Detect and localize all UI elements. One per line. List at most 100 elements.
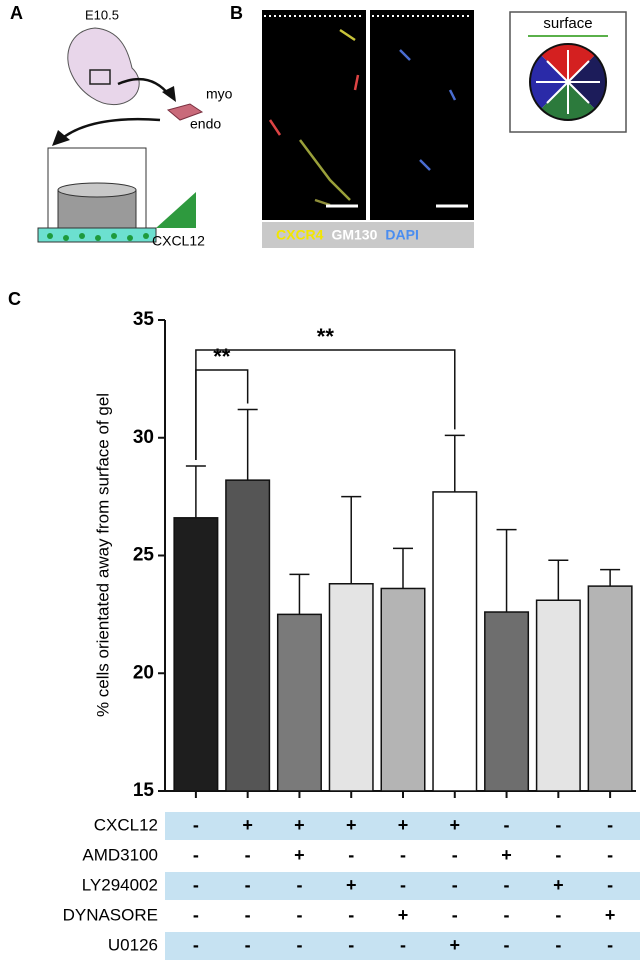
treatment-sign: - bbox=[555, 905, 561, 925]
y-tick-label: 15 bbox=[133, 780, 155, 801]
treatment-sign: - bbox=[555, 935, 561, 955]
treatment-sign: - bbox=[245, 845, 251, 865]
treatment-sign: - bbox=[400, 875, 406, 895]
treatment-sign: - bbox=[245, 875, 251, 895]
treatment-sign: + bbox=[294, 845, 305, 865]
treatment-sign: - bbox=[452, 875, 458, 895]
treatment-sign: + bbox=[553, 875, 564, 895]
significance-label: ** bbox=[317, 324, 335, 349]
treatment-sign: - bbox=[193, 905, 199, 925]
y-tick-label: 35 bbox=[133, 309, 155, 330]
cells bbox=[268, 28, 457, 207]
treatment-sign: - bbox=[607, 875, 613, 895]
gradient-triangle bbox=[156, 192, 196, 228]
treatment-name: AMD3100 bbox=[82, 845, 158, 864]
significance-bracket bbox=[195, 349, 456, 461]
schematic: surface bbox=[509, 11, 627, 133]
treatment-sign: + bbox=[242, 815, 253, 835]
bar bbox=[484, 611, 530, 792]
gradient-label: CXCL12 bbox=[152, 233, 205, 249]
treatment-sign: - bbox=[452, 905, 458, 925]
treatment-sign: - bbox=[555, 815, 561, 835]
treatment-sign: - bbox=[504, 905, 510, 925]
panel-letter: A bbox=[10, 3, 23, 23]
arrow-head bbox=[52, 130, 70, 146]
treatment-sign: - bbox=[193, 815, 199, 835]
y-tick-label: 20 bbox=[133, 662, 154, 683]
treatment-sign: - bbox=[607, 815, 613, 835]
treatment-sign: - bbox=[400, 935, 406, 955]
treatment-sign: + bbox=[450, 935, 461, 955]
treatment-sign: + bbox=[605, 905, 616, 925]
treatment-sign: - bbox=[504, 815, 510, 835]
arrow-head bbox=[162, 86, 176, 102]
panel-b: CXCR4 GM130 DAPI bbox=[262, 10, 474, 248]
stain-label: CXCR4 bbox=[276, 227, 324, 243]
significance-label: ** bbox=[213, 344, 231, 369]
stain-legend bbox=[262, 222, 474, 248]
treatment-sign: + bbox=[398, 905, 409, 925]
arrow bbox=[59, 117, 161, 141]
circle bbox=[529, 43, 607, 121]
bar bbox=[276, 613, 322, 792]
treatment-sign: + bbox=[501, 845, 512, 865]
treatment-sign: - bbox=[607, 845, 613, 865]
bar bbox=[432, 491, 478, 792]
arrows bbox=[536, 50, 600, 114]
bar bbox=[328, 583, 374, 792]
gel-top bbox=[57, 182, 137, 198]
treatment-sign: - bbox=[193, 845, 199, 865]
panel-letter: B bbox=[230, 3, 243, 23]
tissue bbox=[166, 103, 204, 121]
treatment-sign: + bbox=[450, 815, 461, 835]
y-tick-label: 30 bbox=[133, 427, 154, 448]
treatment-sign: - bbox=[245, 935, 251, 955]
stain-label: DAPI bbox=[385, 227, 418, 243]
embryo bbox=[67, 27, 140, 106]
treatment-sign: - bbox=[245, 905, 251, 925]
bar-chart: % cells orientated away from surface of … bbox=[93, 393, 112, 717]
panel-letter: C bbox=[8, 289, 21, 309]
panel-a: E10.5 myo endo CXCL12 bbox=[37, 7, 233, 249]
treatment-name: DYNASORE bbox=[63, 905, 158, 924]
myo-label: myo bbox=[206, 86, 233, 102]
treatment-sign: - bbox=[504, 875, 510, 895]
row-band bbox=[165, 932, 640, 960]
significance-bracket bbox=[195, 369, 249, 461]
bar bbox=[535, 599, 581, 792]
treatment-sign: - bbox=[296, 935, 302, 955]
treatment-sign: - bbox=[348, 935, 354, 955]
embryo-box bbox=[89, 69, 111, 85]
chemokine-dots bbox=[47, 233, 149, 241]
bar bbox=[225, 479, 271, 792]
bar bbox=[173, 517, 219, 792]
bar bbox=[380, 587, 426, 792]
treatment-sign: - bbox=[400, 845, 406, 865]
surface-label: surface bbox=[543, 15, 592, 32]
bar bbox=[587, 585, 633, 792]
treatment-sign: - bbox=[296, 875, 302, 895]
treatment-sign: - bbox=[193, 935, 199, 955]
treatment-name: U0126 bbox=[108, 935, 158, 954]
stain-label: GM130 bbox=[331, 227, 377, 243]
treatment-sign: - bbox=[555, 845, 561, 865]
treatment-name: CXCL12 bbox=[94, 815, 158, 834]
treatment-sign: + bbox=[398, 815, 409, 835]
micrograph bbox=[370, 10, 474, 220]
stain-labels: CXCR4 GM130 DAPI bbox=[276, 227, 419, 243]
treatment-sign: - bbox=[348, 905, 354, 925]
treatment-sign: - bbox=[607, 935, 613, 955]
treatment-sign: - bbox=[296, 905, 302, 925]
y-tick-label: 25 bbox=[133, 545, 155, 566]
treatment-sign: - bbox=[452, 845, 458, 865]
stage-label: E10.5 bbox=[85, 7, 119, 22]
treatment-sign: + bbox=[346, 875, 357, 895]
treatment-sign: - bbox=[504, 935, 510, 955]
treatment-name: LY294002 bbox=[82, 875, 158, 894]
treatment-sign: - bbox=[193, 875, 199, 895]
treatment-sign: + bbox=[294, 815, 305, 835]
micrograph bbox=[262, 10, 366, 220]
row-band bbox=[165, 812, 640, 840]
treatment-sign: + bbox=[346, 815, 357, 835]
y-axis-label: % cells orientated away from surface of … bbox=[93, 393, 112, 717]
